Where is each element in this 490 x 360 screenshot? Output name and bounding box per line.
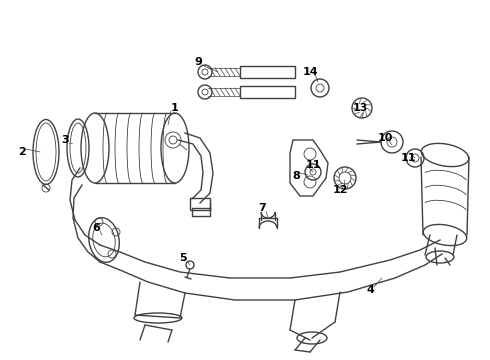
- Polygon shape: [290, 140, 328, 196]
- Text: 6: 6: [92, 223, 100, 233]
- Text: 10: 10: [377, 133, 392, 143]
- Text: 3: 3: [61, 135, 69, 145]
- Text: 13: 13: [352, 103, 368, 113]
- Text: 7: 7: [258, 203, 266, 213]
- Bar: [190, 198, 210, 210]
- Text: 8: 8: [292, 171, 300, 181]
- Text: 14: 14: [303, 67, 319, 77]
- Text: 11: 11: [400, 153, 416, 163]
- Text: 4: 4: [366, 285, 374, 295]
- Polygon shape: [240, 66, 295, 78]
- Text: 12: 12: [332, 185, 348, 195]
- Text: 9: 9: [194, 57, 202, 67]
- Text: 1: 1: [171, 103, 179, 113]
- Text: 2: 2: [18, 147, 26, 157]
- Text: 5: 5: [179, 253, 187, 263]
- Polygon shape: [240, 86, 295, 98]
- Text: 11: 11: [305, 160, 321, 170]
